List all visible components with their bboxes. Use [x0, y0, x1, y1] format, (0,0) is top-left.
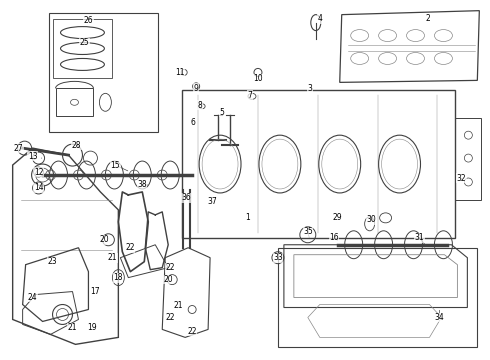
Text: 9: 9: [194, 84, 198, 93]
Text: 17: 17: [91, 287, 100, 296]
Text: 5: 5: [220, 108, 224, 117]
Text: 28: 28: [72, 141, 81, 150]
Text: 22: 22: [125, 243, 135, 252]
Text: 11: 11: [175, 68, 185, 77]
Text: 38: 38: [138, 180, 147, 189]
Bar: [182, 90, 455, 238]
Text: 1: 1: [245, 213, 250, 222]
Text: 20: 20: [163, 275, 173, 284]
Text: 14: 14: [34, 184, 44, 193]
Text: 30: 30: [367, 215, 376, 224]
Text: 15: 15: [111, 161, 120, 170]
Text: 22: 22: [166, 313, 175, 322]
Bar: [55, 88, 94, 116]
Text: 27: 27: [14, 144, 24, 153]
Text: 18: 18: [114, 273, 123, 282]
Text: 21: 21: [68, 323, 77, 332]
Text: 16: 16: [329, 233, 339, 242]
Text: 3: 3: [307, 84, 312, 93]
Text: 36: 36: [181, 193, 191, 202]
Text: 21: 21: [108, 253, 117, 262]
Text: 25: 25: [80, 38, 89, 47]
Text: 26: 26: [84, 16, 93, 25]
Bar: [52, 19, 112, 78]
Text: 19: 19: [88, 323, 97, 332]
Text: 13: 13: [28, 152, 37, 161]
Text: 22: 22: [187, 327, 197, 336]
Bar: [278, 248, 477, 347]
Text: 20: 20: [99, 235, 109, 244]
Text: 4: 4: [318, 14, 322, 23]
Text: 37: 37: [207, 197, 217, 206]
Text: 34: 34: [435, 313, 444, 322]
Text: 23: 23: [48, 257, 57, 266]
Text: 7: 7: [247, 91, 252, 100]
Text: 31: 31: [415, 233, 424, 242]
Text: 22: 22: [166, 263, 175, 272]
Text: 29: 29: [333, 213, 343, 222]
Bar: [49, 13, 158, 132]
Text: 24: 24: [28, 293, 37, 302]
Text: 8: 8: [198, 101, 202, 110]
Text: 33: 33: [273, 253, 283, 262]
Text: 35: 35: [303, 227, 313, 236]
Text: 2: 2: [425, 14, 430, 23]
Text: 21: 21: [173, 301, 183, 310]
Text: 12: 12: [34, 167, 43, 176]
Text: 10: 10: [253, 74, 263, 83]
Text: 6: 6: [191, 118, 196, 127]
Text: 32: 32: [457, 174, 466, 183]
